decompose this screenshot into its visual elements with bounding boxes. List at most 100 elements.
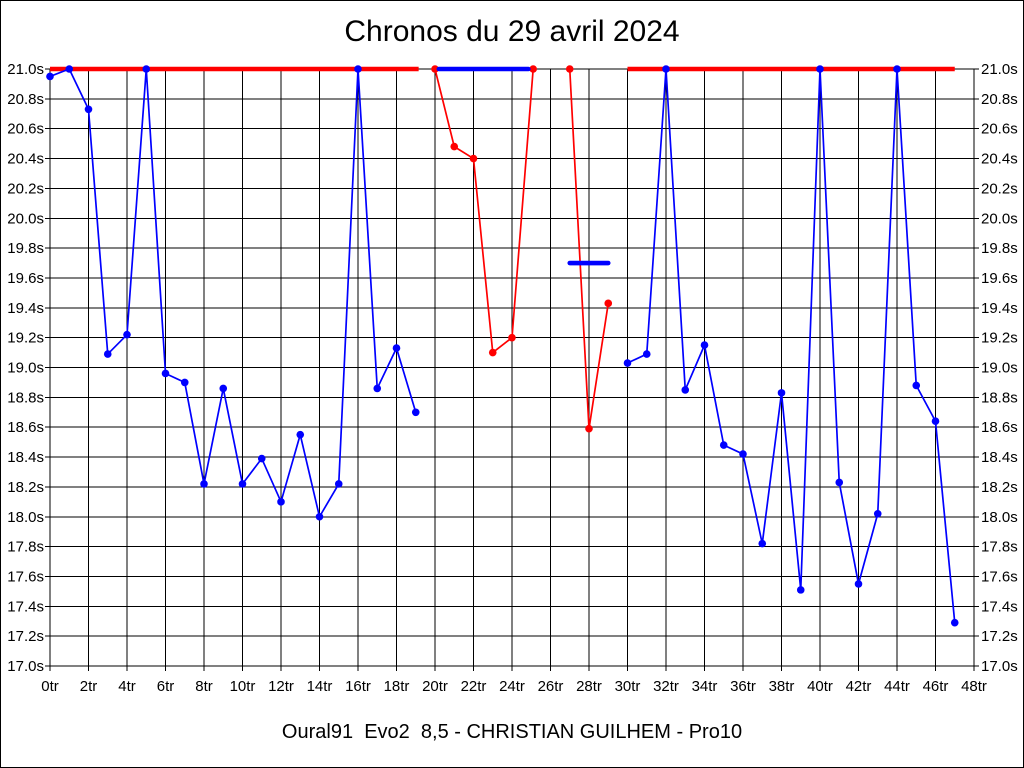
y-tick-label-left: 20.8s	[7, 91, 44, 108]
y-tick-label-right: 21.0s	[981, 61, 1018, 78]
x-tick-label: 46tr	[923, 678, 949, 695]
red-series-point	[450, 142, 459, 151]
y-tick-label-left: 17.8s	[7, 539, 44, 556]
blue-series-point	[912, 381, 921, 390]
y-tick-label-left: 18.8s	[7, 389, 44, 406]
y-tick-label-right: 17.8s	[981, 539, 1018, 556]
blue-series-point	[296, 430, 305, 439]
blue-series-point	[142, 65, 151, 73]
x-tick-label: 28tr	[576, 678, 602, 695]
blue-series-point	[219, 384, 228, 393]
blue-series-point	[816, 65, 824, 73]
blue-series-segment	[626, 68, 956, 624]
blue-series	[46, 65, 959, 627]
blue-series-point	[46, 72, 54, 81]
blue-series-point	[796, 586, 805, 594]
x-tick-label: 36tr	[730, 678, 756, 695]
blue-series-point	[642, 350, 651, 358]
y-tick-label-right: 20.2s	[981, 180, 1018, 197]
x-tick-label: 18tr	[384, 678, 410, 695]
y-tick-label-left: 19.0s	[7, 360, 44, 377]
blue-series-point	[931, 417, 940, 426]
x-tick-label: 48tr	[961, 678, 987, 695]
y-tick-label-left: 20.2s	[7, 180, 44, 197]
red-series-point	[508, 333, 516, 342]
chart-title: Chronos du 29 avril 2024	[344, 15, 680, 48]
blue-series-point	[200, 480, 208, 488]
x-tick-label: 6tr	[157, 678, 175, 695]
x-tick-label: 44tr	[884, 678, 910, 695]
y-axis-labels-right: 21.0s 20.8s 20.6s 20.4s 20.2s 20.0s 19.8s 19.6s…	[981, 61, 1018, 675]
blue-series-point	[354, 65, 362, 73]
y-tick-label-left: 21.0s	[7, 61, 44, 78]
blue-series-point	[777, 389, 786, 397]
y-tick-label-right: 19.8s	[981, 240, 1018, 257]
red-series-point	[469, 154, 478, 163]
y-tick-label-left: 18.0s	[7, 509, 44, 526]
blue-series-point	[103, 350, 112, 358]
y-tick-label-left: 18.2s	[7, 479, 44, 496]
y-tick-label-right: 18.4s	[981, 449, 1018, 466]
y-tick-label-right: 18.8s	[981, 389, 1018, 406]
y-tick-label-right: 17.2s	[981, 628, 1018, 645]
blue-series-point	[835, 478, 844, 487]
blue-series-point	[238, 480, 247, 488]
x-tick-label: 10tr	[230, 678, 256, 695]
red-series-point	[585, 424, 593, 433]
blue-series-point	[123, 330, 131, 339]
blue-series-point	[719, 441, 728, 449]
y-tick-label-left: 20.4s	[7, 151, 44, 168]
y-tick-label-left: 18.6s	[7, 419, 44, 436]
blue-series-point	[65, 65, 74, 73]
y-tick-label-right: 18.0s	[981, 509, 1018, 526]
y-tick-label-right: 19.6s	[981, 270, 1018, 287]
y-tick-label-right: 19.0s	[981, 360, 1018, 377]
blue-series-point	[161, 369, 170, 378]
red-series-point	[529, 65, 537, 73]
y-tick-label-right: 20.6s	[981, 121, 1018, 138]
blue-series-point	[373, 384, 382, 393]
blue-series-point	[257, 454, 266, 463]
y-tick-label-left: 17.2s	[7, 628, 44, 645]
blue-series-segment	[49, 68, 417, 518]
y-tick-label-right: 17.6s	[981, 568, 1018, 585]
blue-series-point	[411, 408, 420, 417]
x-tick-label: 0tr	[41, 678, 59, 695]
blue-series-point	[180, 378, 189, 387]
x-tick-label: 14tr	[307, 678, 333, 695]
y-tick-label-left: 19.8s	[7, 240, 44, 257]
blue-series-point	[277, 498, 285, 506]
blue-series-point	[854, 580, 863, 588]
y-tick-label-left: 20.0s	[7, 210, 44, 227]
x-tick-label: 34tr	[692, 678, 718, 695]
x-tick-label: 22tr	[461, 678, 487, 695]
x-tick-label: 26tr	[538, 678, 564, 695]
blue-series-point	[662, 65, 670, 73]
grid-lines	[49, 68, 975, 667]
blue-series-point	[392, 344, 401, 352]
blue-series-point	[334, 480, 343, 488]
y-tick-label-right: 20.4s	[981, 151, 1018, 168]
x-tick-label: 30tr	[615, 678, 641, 695]
x-tick-label: 42tr	[846, 678, 872, 695]
y-tick-label-right: 19.4s	[981, 300, 1018, 317]
y-tick-label-right: 19.2s	[981, 330, 1018, 347]
y-tick-label-left: 18.4s	[7, 449, 44, 466]
blue-series-point	[950, 618, 959, 627]
x-tick-label: 38tr	[769, 678, 795, 695]
x-tick-label: 12tr	[268, 678, 294, 695]
y-tick-label-left: 19.4s	[7, 300, 44, 317]
red-series	[50, 65, 955, 433]
y-axis-labels-left: 21.0s 20.8s 20.6s 20.4s 20.2s 20.0s 19.8s 19.6s…	[7, 61, 44, 675]
x-tick-label: 8tr	[195, 678, 213, 695]
x-tick-label: 32tr	[653, 678, 679, 695]
x-tick-label: 40tr	[807, 678, 833, 695]
chart-caption: Oural91 Evo2 8,5 - CHRISTIAN GUILHEM - P…	[281, 721, 743, 743]
red-series-point	[431, 65, 439, 73]
y-tick-label-left: 20.6s	[7, 121, 44, 138]
blue-series-point	[873, 509, 882, 518]
x-tick-label: 2tr	[80, 678, 98, 695]
y-tick-label-right: 20.0s	[981, 210, 1018, 227]
